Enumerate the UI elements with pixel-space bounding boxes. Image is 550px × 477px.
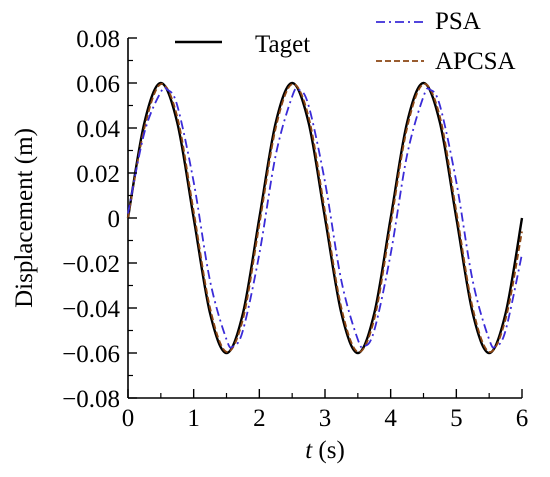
- series-line-taget: [126, 81, 524, 355]
- y-tick-label: 0.04: [76, 116, 120, 143]
- y-tick-label: 0: [108, 206, 121, 233]
- legend-label-taget: Taget: [255, 31, 310, 58]
- legend: Taget PSA APCSA: [175, 8, 516, 75]
- series-layer: [126, 81, 524, 355]
- x-tick-label: 2: [253, 405, 266, 432]
- y-tick-label: −0.06: [62, 341, 120, 368]
- y-tick-label: 0.02: [76, 161, 120, 188]
- x-tick-label: 6: [516, 405, 529, 432]
- y-axis-label: Displacement (m): [11, 128, 38, 308]
- x-tick-label: 1: [187, 405, 200, 432]
- y-tick-label: −0.04: [62, 296, 120, 323]
- x-tick-label: 4: [384, 405, 397, 432]
- x-tick-label: 3: [319, 405, 332, 432]
- series-line-apcsa: [127, 83, 523, 353]
- legend-label-apcsa: APCSA: [435, 48, 516, 75]
- ticks-layer: 0 1 2 3 4 5 6 −0.08 −0.06 −0.04 −0.02 0 0.02 0.04 0.06…: [62, 26, 528, 432]
- legend-label-psa: PSA: [435, 8, 481, 35]
- y-tick-label: −0.02: [62, 251, 120, 278]
- x-axis-label-unit: (s): [312, 437, 345, 464]
- y-tick-label: 0.06: [76, 71, 120, 98]
- series-line-psa: [127, 86, 523, 349]
- x-tick-label: 5: [450, 405, 463, 432]
- x-tick-label: 0: [122, 405, 135, 432]
- x-axis-label: t (s): [305, 437, 345, 464]
- y-tick-label: −0.08: [62, 386, 120, 413]
- y-tick-label: 0.08: [76, 26, 120, 53]
- x-axis-label-variable: t: [305, 437, 313, 464]
